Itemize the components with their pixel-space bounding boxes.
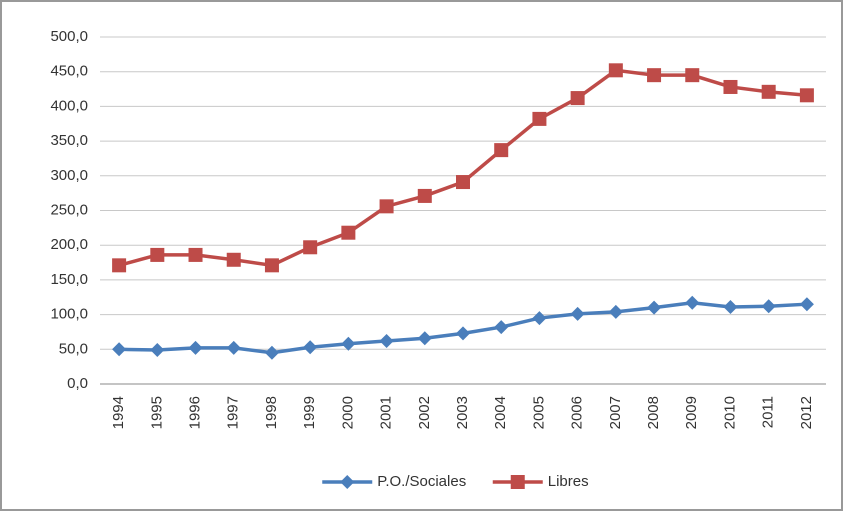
line-marker (570, 91, 585, 106)
x-tick-label: 2012 (798, 396, 815, 429)
line-marker (494, 143, 509, 158)
line-marker (188, 340, 203, 355)
x-tick-label: 2004 (492, 396, 509, 429)
line-marker (379, 333, 394, 348)
line-marker (647, 68, 662, 83)
x-tick-label: 2002 (416, 396, 433, 429)
line-marker (494, 320, 509, 335)
line-marker (723, 79, 738, 94)
x-tick-label: 2003 (454, 396, 471, 429)
y-tick-label: 450,0 (50, 63, 88, 80)
line-marker (799, 88, 814, 103)
line-marker (723, 299, 738, 314)
y-tick-label: 350,0 (50, 132, 88, 149)
x-tick-label: 1997 (225, 396, 242, 429)
line-marker (112, 258, 127, 273)
line-marker (761, 84, 776, 99)
line-marker (685, 295, 700, 310)
y-tick-label: 150,0 (50, 271, 88, 288)
line-marker (226, 252, 241, 267)
line-marker (379, 199, 394, 214)
y-tick-label: 0,0 (67, 375, 88, 392)
x-tick-label: 2011 (760, 396, 777, 428)
y-tick-label: 100,0 (50, 306, 88, 323)
x-tick-label: 2007 (607, 396, 624, 429)
line-marker (341, 336, 356, 351)
x-tick-label: 1998 (263, 396, 280, 429)
y-tick-label: 500,0 (50, 28, 88, 45)
line-marker (417, 331, 432, 346)
line-marker (264, 345, 279, 360)
legend-label: P.O./Sociales (377, 473, 466, 490)
line-marker (647, 300, 662, 315)
y-tick-label: 50,0 (59, 340, 88, 357)
line-marker (112, 342, 127, 357)
line-marker (150, 342, 165, 357)
line-marker (456, 326, 470, 341)
line-marker (188, 247, 203, 262)
line-marker (150, 247, 165, 262)
line-marker (417, 188, 432, 203)
x-tick-label: 2010 (721, 396, 738, 429)
y-tick-label: 400,0 (50, 97, 88, 114)
line-marker (532, 311, 547, 326)
x-tick-label: 2005 (530, 396, 547, 429)
line-marker (303, 340, 318, 355)
line-marker (608, 63, 623, 78)
legend-label: Libres (548, 473, 589, 490)
x-tick-label: 2006 (569, 396, 586, 429)
x-tick-label: 2000 (339, 396, 356, 429)
line-marker (532, 111, 547, 126)
line-marker (264, 258, 279, 273)
x-tick-label: 1999 (301, 396, 318, 429)
line-marker (341, 225, 356, 240)
line-marker (799, 297, 814, 312)
line-marker (303, 240, 318, 255)
legend-marker (340, 475, 355, 489)
y-tick-label: 200,0 (50, 236, 88, 253)
y-tick-label: 300,0 (50, 167, 88, 184)
legend-marker (510, 475, 525, 489)
x-tick-label: 1994 (110, 396, 127, 429)
line-marker (608, 304, 623, 319)
x-tick-label: 2001 (378, 396, 395, 429)
x-tick-label: 2008 (645, 396, 662, 429)
line-marker (761, 299, 776, 314)
line-marker (226, 340, 241, 355)
line-marker (570, 306, 585, 321)
x-tick-label: 2009 (683, 396, 700, 429)
x-tick-label: 1995 (148, 396, 165, 429)
line-marker (456, 175, 470, 190)
line-marker (685, 68, 700, 83)
x-tick-label: 1996 (186, 396, 203, 429)
y-tick-label: 250,0 (50, 201, 88, 218)
